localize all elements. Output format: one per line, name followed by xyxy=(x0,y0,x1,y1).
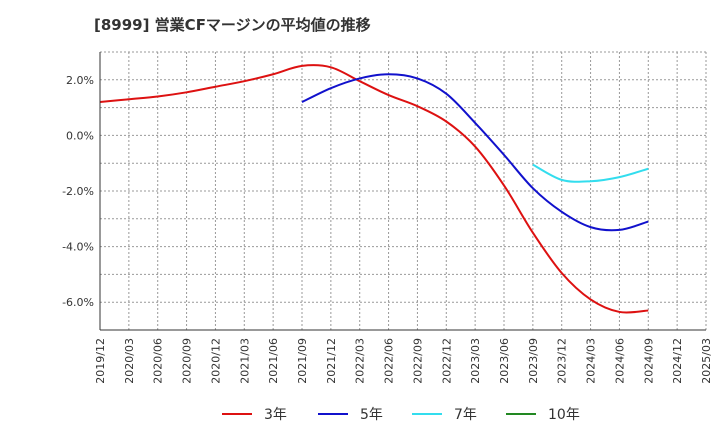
x-tick-label: 2020/09 xyxy=(181,338,194,384)
y-axis: 2.0% 0.0% -2.0% -4.0% -6.0% xyxy=(62,52,101,330)
x-tick-label: 2023/09 xyxy=(527,338,540,384)
x-tick-label: 2022/12 xyxy=(440,338,453,384)
legend-label-2: 5年 xyxy=(360,407,383,423)
legend: 3年 5年 7年 10年 xyxy=(222,407,580,423)
x-tick-label: 2020/12 xyxy=(209,338,222,384)
y-tick-label: -2.0% xyxy=(62,185,94,198)
series-line-2 xyxy=(301,73,649,232)
x-tick-label: 2024/12 xyxy=(671,338,684,384)
x-tick-label: 2024/03 xyxy=(585,338,598,384)
grid-lines xyxy=(99,51,707,331)
x-tick-label: 2022/09 xyxy=(411,338,424,384)
x-tick-label: 2019/12 xyxy=(94,338,107,384)
y-tick-label: 2.0% xyxy=(66,74,94,87)
y-tick-label: -4.0% xyxy=(62,241,94,254)
x-axis: 2019/12 2020/03 2020/06 2020/09 2020/12 2021/… xyxy=(94,329,713,384)
x-tick-label: 2024/09 xyxy=(642,338,655,384)
legend-label-4: 10年 xyxy=(548,407,580,423)
x-tick-label: 2023/12 xyxy=(556,338,569,384)
legend-label-1: 3年 xyxy=(264,407,287,423)
x-tick-label: 2021/12 xyxy=(325,338,338,384)
x-tick-label: 2025/03 xyxy=(700,338,713,384)
x-tick-label: 2022/06 xyxy=(383,338,396,384)
series-line-1 xyxy=(99,64,649,314)
x-tick-label: 2021/09 xyxy=(296,338,309,384)
x-tick-label: 2023/03 xyxy=(469,338,482,384)
x-tick-label: 2024/06 xyxy=(613,338,626,384)
x-tick-label: 2020/03 xyxy=(123,338,136,384)
x-tick-label: 2021/06 xyxy=(267,338,280,384)
x-tick-label: 2023/06 xyxy=(498,338,511,384)
x-tick-label: 2020/06 xyxy=(152,338,165,384)
plot-background xyxy=(100,52,706,330)
series-line-3 xyxy=(532,163,649,183)
x-tick-label: 2022/03 xyxy=(354,338,367,384)
chart-title: [8999] 営業CFマージンの平均値の推移 xyxy=(94,16,371,34)
plot-area xyxy=(99,64,649,314)
x-tick-label: 2021/03 xyxy=(238,338,251,384)
legend-label-3: 7年 xyxy=(454,407,477,423)
y-tick-label: -6.0% xyxy=(62,296,94,309)
y-tick-label: 0.0% xyxy=(66,129,94,142)
